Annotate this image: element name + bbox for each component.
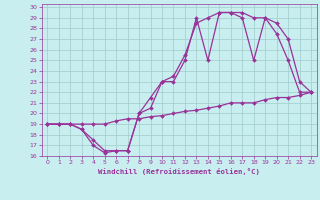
X-axis label: Windchill (Refroidissement éolien,°C): Windchill (Refroidissement éolien,°C): [98, 168, 260, 175]
